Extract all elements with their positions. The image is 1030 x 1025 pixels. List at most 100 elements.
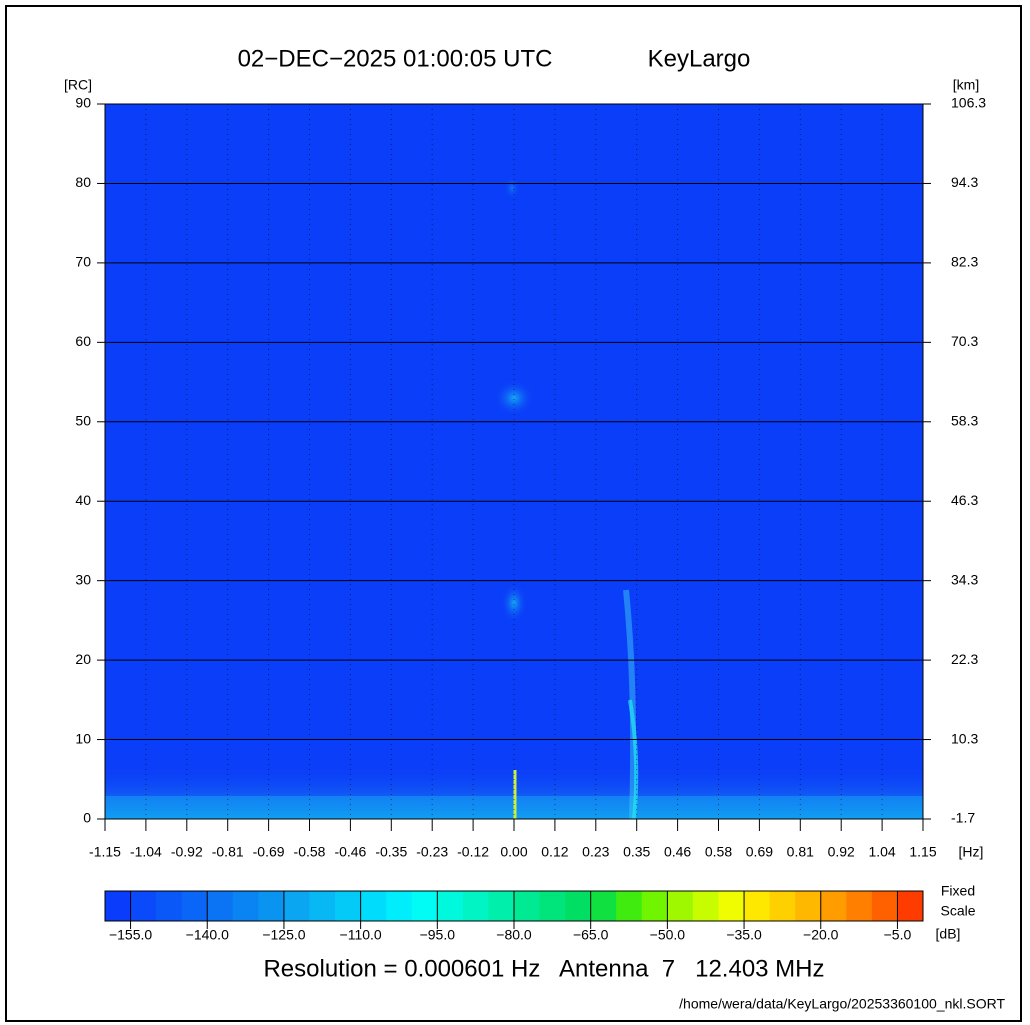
colorbar-swatch [718,891,745,921]
x-tick-label: 0.23 [582,844,609,860]
y2-tick-label: 46.3 [951,492,978,508]
colorbar-swatch [539,891,566,921]
x-tick-label: -0.92 [171,844,203,860]
colorbar-swatch [437,891,464,921]
y2-tick-label: 22.3 [951,651,978,667]
colorbar-tick-label: −95.0 [420,927,456,943]
colorbar-unit: [dB] [936,926,961,942]
colorbar-swatch [641,891,668,921]
colorbar-tick-label: −50.0 [650,927,686,943]
colorbar-swatch [871,891,898,921]
x-tick-label: 1.04 [868,844,895,860]
colorbar-swatch [616,891,643,921]
colorbar-swatch [283,891,310,921]
plot-border [104,103,924,820]
station-name: KeyLargo [648,45,751,72]
colorbar-swatch [462,891,489,921]
y-tick-label: 30 [75,571,91,587]
colorbar-swatch [105,891,132,921]
x-tick-label: -0.23 [416,844,448,860]
colorbar-swatch [820,891,847,921]
y2-tick-label: 10.3 [951,730,978,746]
colorbar-swatch [565,891,592,921]
colorbar-swatch [514,891,541,921]
y-tick-label: 40 [75,492,91,508]
x-tick-label: 0.12 [541,844,568,860]
colorbar-tick-label: −110.0 [340,927,382,943]
y-tick-label: 70 [75,254,91,270]
x-tick-label: -0.58 [294,844,326,860]
x-tick-label: 0.35 [623,844,650,860]
colorbar-swatch [156,891,183,921]
ship-trace [623,589,637,820]
colorbar-tick-label: −125.0 [262,927,305,943]
colorbar-swatch [232,891,259,921]
y2-tick-label: -1.7 [951,810,975,826]
colorbar-swatch [488,891,515,921]
colorbar-swatch [360,891,387,921]
colorbar-swatch [795,891,822,921]
colorbar-swatch [258,891,285,921]
colorbar-swatch [744,891,771,921]
plot-area [105,104,923,819]
colorbar-swatch [897,891,924,921]
echo [501,583,527,623]
frame [5,5,1022,1022]
y-tick-label: 10 [75,730,91,746]
ship-trace [628,699,639,820]
colorbar-label: Scale [940,903,975,919]
y-tick-label: 60 [75,333,91,349]
x-tick-label: 1.15 [909,844,936,860]
colorbar-swatch [667,891,694,921]
y2-tick-label: 82.3 [951,254,978,270]
x-tick-label: -0.46 [334,844,366,860]
y-tick-label: 80 [75,174,91,190]
colorbar-tick-label: −20.0 [803,927,839,943]
colorbar-swatch [590,891,617,921]
y2-tick-label: 58.3 [951,412,978,428]
x-tick-label: -1.04 [130,844,162,860]
colorbar-tick-label: −65.0 [573,927,609,943]
y2-tick-label: 34.3 [951,571,978,587]
x-tick-label: -0.12 [457,844,489,860]
colorbar-tick-label: −80.0 [496,927,532,943]
echo [494,380,534,416]
x-tick-label: 0.00 [500,844,527,860]
y-axis-label: [RC] [64,77,92,93]
x-tick-label: 0.81 [787,844,814,860]
y-tick-label: 20 [75,651,91,667]
x-tick-label: -0.35 [375,844,407,860]
footer: Resolution = 0.000601 Hz Antenna 7 12.40… [263,955,824,982]
colorbar-label: Fixed [941,883,975,899]
echo [504,176,520,200]
colorbar-swatch [692,891,719,921]
x-axis-label: [Hz] [959,844,984,860]
x-tick-label: 0.69 [746,844,773,860]
x-tick-label: -0.69 [253,844,285,860]
x-tick-label: -0.81 [212,844,244,860]
y2-tick-label: 94.3 [951,174,978,190]
y-tick-label: 90 [75,95,91,111]
colorbar-tick-label: −140.0 [186,927,229,943]
colorbar-swatch [769,891,796,921]
y2-tick-label: 106.3 [951,95,986,111]
y2-tick-label: 70.3 [951,333,978,349]
colorbar-swatch [386,891,413,921]
y2-axis-label: [km] [953,77,979,93]
y-tick-label: 50 [75,412,91,428]
colorbar-tick-label: −5.0 [884,927,912,943]
colorbar-swatch [207,891,234,921]
file-path: /home/wera/data/KeyLargo/20253360100_nkl… [679,996,1005,1012]
colorbar-tick-label: −155.0 [109,927,152,943]
x-tick-label: -1.15 [89,844,121,860]
colorbar-swatch [181,891,208,921]
y-tick-label: 0 [83,810,91,826]
x-tick-label: 0.92 [828,844,855,860]
colorbar-swatch [130,891,157,921]
colorbar-swatch [335,891,362,921]
colorbar-swatch [309,891,336,921]
chart-title: 02−DEC−2025 01:00:05 UTC [238,45,553,72]
colorbar-swatch [411,891,438,921]
x-tick-label: 0.46 [664,844,691,860]
